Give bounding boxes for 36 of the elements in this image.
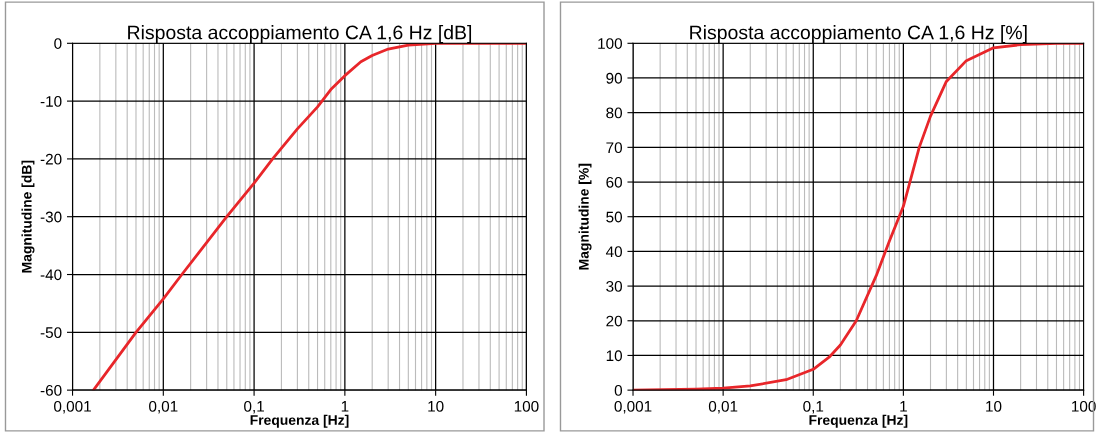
y-axis-title: Magnitudine [dB] xyxy=(21,160,35,273)
y-tick-label: -40 xyxy=(40,269,62,281)
y-tick-label: 60 xyxy=(606,176,623,188)
y-tick-label: 30 xyxy=(606,280,623,292)
y-tick-label: 80 xyxy=(606,107,623,119)
chart-title: Risposta accoppiamento CA 1,6 Hz [dB] xyxy=(128,25,472,44)
x-axis-title: Frequenza [Hz] xyxy=(809,414,908,428)
x-tick-label: 0,001 xyxy=(54,400,91,414)
y-tick-label: 70 xyxy=(606,142,623,154)
y-tick-label: 10 xyxy=(606,350,623,362)
y-tick-label: 20 xyxy=(606,315,623,327)
y-tick-label: -20 xyxy=(40,153,62,165)
y-tick-label: 0 xyxy=(54,38,62,49)
chart-title: Risposta accoppiamento CA 1,6 Hz [%] xyxy=(690,25,1027,44)
x-tick-label: 100 xyxy=(514,400,539,412)
x-tick-label: 10 xyxy=(986,400,1002,412)
y-tick-label: 100 xyxy=(598,38,623,49)
x-tick-label: 0,001 xyxy=(614,400,652,414)
x-tick-label: 1 xyxy=(341,401,349,412)
y-tick-label: -60 xyxy=(40,385,62,396)
x-tick-label: 10 xyxy=(428,400,444,412)
x-tick-label: 0,1 xyxy=(244,400,264,414)
y-tick-label: 50 xyxy=(606,211,623,223)
x-tick-label: 0,01 xyxy=(149,400,178,414)
y-tick-label: -30 xyxy=(40,211,62,223)
y-tick-label: 90 xyxy=(606,72,623,84)
y-tick-label: -10 xyxy=(40,95,62,107)
x-tick-label: 1 xyxy=(900,401,907,412)
y-axis-title: Magnitudine [%] xyxy=(578,163,592,270)
x-axis-title: Frequenza [Hz] xyxy=(250,414,349,428)
y-tick-label: 40 xyxy=(605,246,623,258)
x-tick-label: 0,1 xyxy=(803,400,824,414)
x-tick-label: 0,01 xyxy=(708,400,738,414)
x-tick-label: 100 xyxy=(1072,400,1096,412)
y-tick-label: 0 xyxy=(614,385,623,396)
y-tick-label: -50 xyxy=(40,327,62,339)
